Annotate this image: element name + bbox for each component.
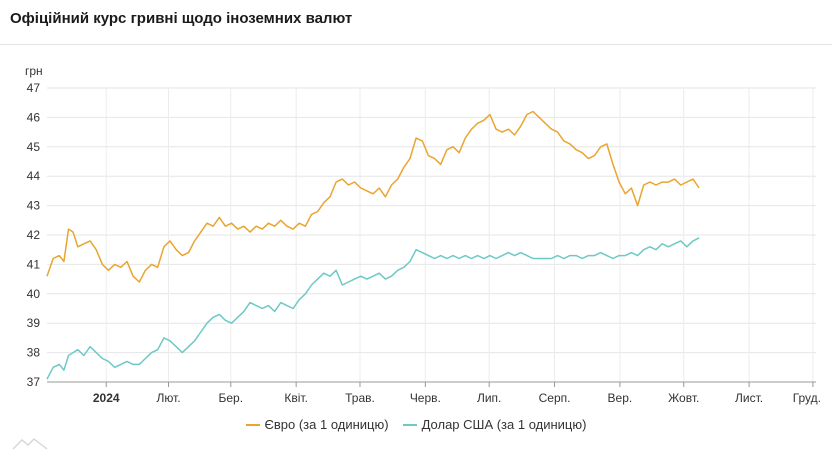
legend-item-1[interactable]: Долар США (за 1 одиницю) bbox=[402, 417, 587, 432]
series-line-1 bbox=[46, 237, 700, 380]
legend-label: Долар США (за 1 одиницю) bbox=[421, 417, 587, 432]
y-axis-unit-label: грн bbox=[25, 64, 43, 78]
x-tick-label: Черв. bbox=[410, 391, 441, 405]
y-tick-label: 42 bbox=[27, 228, 41, 242]
x-tick-label: Трав. bbox=[345, 391, 375, 405]
series-line-0 bbox=[46, 110, 700, 283]
x-tick-label: Лют. bbox=[156, 391, 180, 405]
y-tick-label: 46 bbox=[27, 110, 41, 124]
x-tick-label: Квіт. bbox=[284, 391, 308, 405]
series-layer bbox=[46, 110, 700, 380]
y-tick-label: 38 bbox=[27, 346, 41, 360]
y-tick-label: 44 bbox=[27, 169, 41, 183]
legend-swatch bbox=[245, 423, 260, 426]
y-tick-label: 37 bbox=[27, 375, 41, 389]
x-tick-label: Серп. bbox=[539, 391, 571, 405]
x-tick-label: Лип. bbox=[477, 391, 501, 405]
x-tick-label: Жовт. bbox=[668, 391, 699, 405]
page-title: Офіційний курс гривні щодо іноземних вал… bbox=[10, 10, 353, 27]
legend-item-0[interactable]: Євро (за 1 одиницю) bbox=[245, 417, 389, 432]
x-tick-label: Груд. bbox=[793, 391, 821, 405]
chart-legend: Євро (за 1 одиницю) Долар США (за 1 одини… bbox=[0, 417, 832, 432]
y-tick-label: 41 bbox=[27, 257, 41, 271]
axis-layer: грн 37 38 39 40 41 42 43 44 45 46 47 2024 Лют. Бер. Кві… bbox=[25, 64, 821, 405]
y-tick-label: 47 bbox=[27, 81, 41, 95]
y-tick-label: 39 bbox=[27, 316, 41, 330]
x-tick-label: Бер. bbox=[219, 391, 244, 405]
y-tick-label: 43 bbox=[27, 199, 41, 213]
legend-label: Євро (за 1 одиницю) bbox=[264, 417, 389, 432]
x-tick-label: Лист. bbox=[735, 391, 763, 405]
title-divider bbox=[0, 44, 832, 45]
y-tick-label: 45 bbox=[27, 140, 41, 154]
y-tick-label: 40 bbox=[27, 287, 41, 301]
x-tick-label: Вер. bbox=[608, 391, 633, 405]
watermark-logo bbox=[12, 438, 48, 450]
grid-layer bbox=[47, 87, 816, 383]
x-tick-label: 2024 bbox=[93, 391, 120, 405]
legend-swatch bbox=[402, 423, 417, 426]
